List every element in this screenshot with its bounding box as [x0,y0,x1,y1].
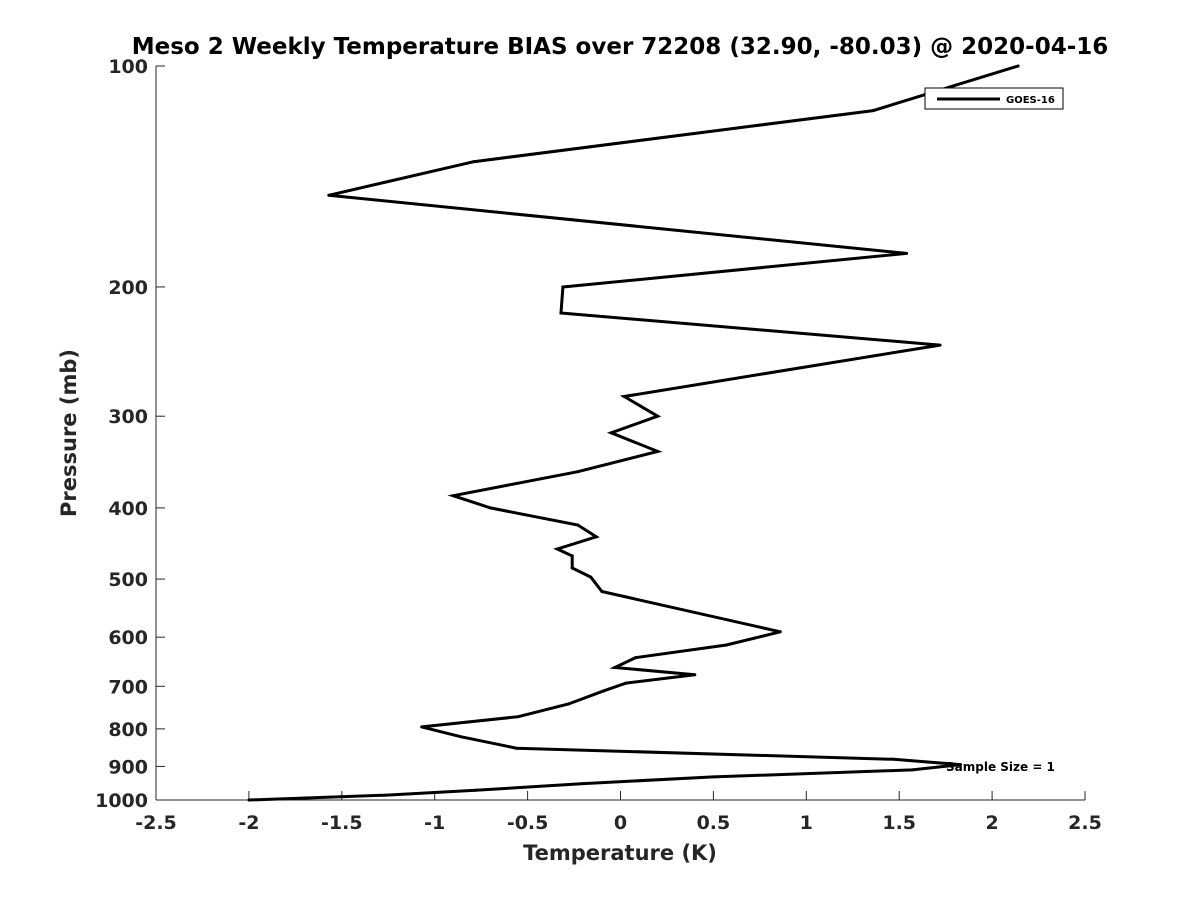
data-point [594,535,598,539]
data-point [570,554,574,558]
data-point [581,782,585,786]
data-point [938,343,942,347]
legend-label-goes-16: GOES-16 [1006,95,1055,106]
x-tick-label: 0.5 [697,812,731,834]
data-point [600,590,604,594]
data-point [488,506,492,510]
data-point [724,643,728,647]
data-point [459,735,463,739]
data-point [559,311,563,315]
data-point [383,793,387,797]
data-point [516,715,520,719]
y-tick-label: 300 [108,406,148,428]
data-point [613,666,617,670]
x-axis-label: Temperature (K) [523,841,717,865]
data-point [910,768,914,772]
data-point [622,394,626,398]
data-point [570,566,574,570]
data-point [871,109,875,113]
data-point [624,681,628,685]
data-point [1016,64,1020,68]
y-tick-label: 900 [108,756,148,778]
x-tick-label: 2.5 [1068,812,1102,834]
data-point [576,523,580,527]
data-point [247,798,251,802]
data-point [778,630,782,634]
x-tick-label: 0 [614,812,627,834]
data-point [602,689,606,693]
data-point [656,414,660,418]
data-point [561,285,565,289]
data-point [576,470,580,474]
data-point [472,160,476,164]
y-tick-label: 800 [108,719,148,741]
plot-axes [155,66,1085,801]
y-tick-label: 700 [108,676,148,698]
data-point [327,193,331,197]
y-tick-label: 200 [108,277,148,299]
data-point [451,494,455,498]
x-tick-label: -0.5 [507,812,549,834]
x-tick-label: -2.5 [135,812,177,834]
series-layer [247,64,1020,802]
data-point [566,702,570,706]
y-tick-label: 400 [108,498,148,520]
data-point [905,251,909,255]
legend: GOES-16 [924,87,1064,110]
data-point [420,725,424,729]
data-point [633,656,637,660]
x-tick-label: 1.5 [882,812,916,834]
data-point [589,575,593,579]
x-ticks: -2.5 -2 -1.5 -1 -0.5 0 0.5 1 1.5 2 2.5 [135,791,1102,834]
x-tick-label: -2 [238,812,259,834]
data-point [711,775,715,779]
x-tick-label: 2 [985,812,998,834]
data-point [609,431,613,435]
data-point [514,746,518,750]
series-line-goes-16 [248,64,1019,802]
data-point [892,757,896,761]
x-tick-label: -1.5 [321,812,363,834]
y-axis-label: Pressure (mb) [57,349,81,517]
y-ticks: 100 200 300 400 500 600 700 800 900 1000 [95,56,165,812]
y-tick-label: 1000 [95,790,148,812]
data-point [693,673,697,677]
x-tick-label: 1 [800,812,813,834]
y-tick-label: 600 [108,627,148,649]
sample-size-annotation: Sample Size = 1 [946,760,1055,774]
data-point [474,788,478,792]
y-tick-label: 500 [108,569,148,591]
data-point [555,547,559,551]
x-tick-label: -1 [424,812,445,834]
data-point [959,763,963,767]
chart-title: Meso 2 Weekly Temperature BIAS over 7220… [132,34,1109,60]
y-tick-label: 100 [108,56,148,78]
data-point [656,449,660,453]
